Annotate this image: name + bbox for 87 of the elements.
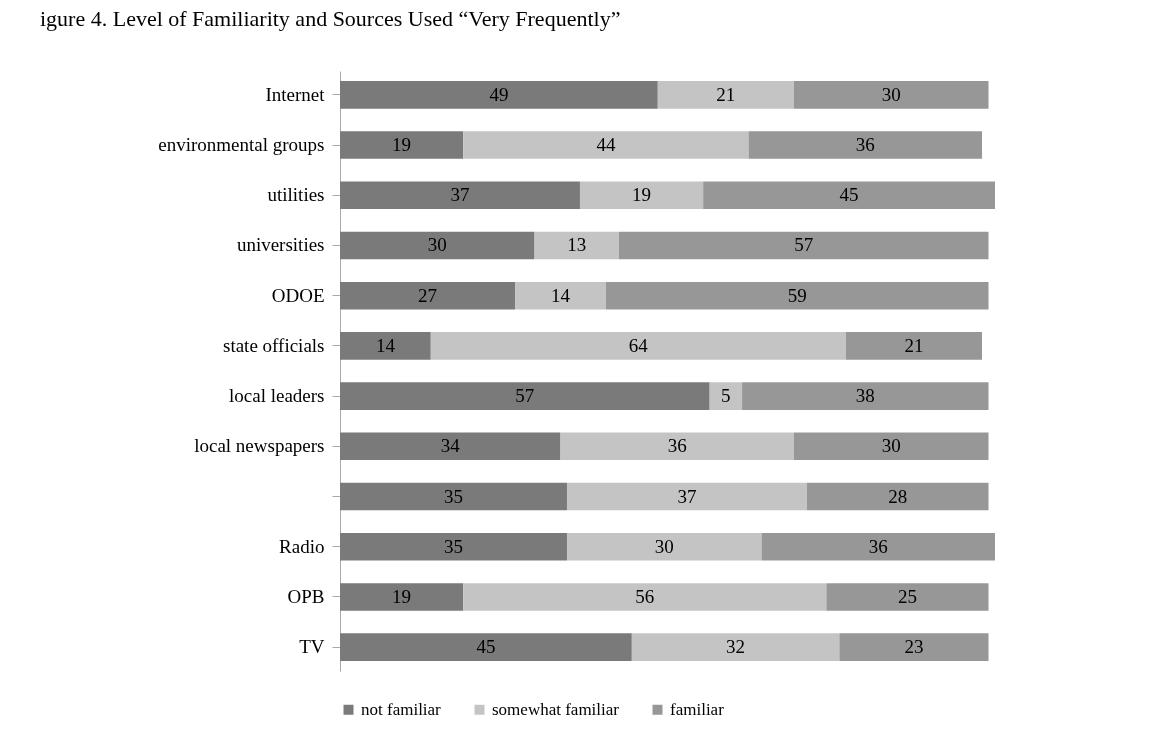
- bar: [566, 482, 807, 511]
- bar: [560, 432, 794, 461]
- bar: [340, 382, 710, 410]
- data-label: 64: [628, 334, 649, 356]
- bar: [340, 131, 464, 159]
- data-label: 32: [726, 636, 746, 658]
- bar: [463, 131, 749, 159]
- data-label: 25: [897, 585, 917, 607]
- data-label: 30: [427, 234, 447, 256]
- bar: [631, 633, 840, 661]
- data-label: 27: [418, 284, 438, 306]
- data-label: 23: [904, 636, 924, 658]
- bar: [793, 432, 989, 461]
- bar: [340, 482, 567, 511]
- data-label: 19: [392, 585, 412, 607]
- data-label: 45: [476, 636, 496, 658]
- y-tick-label: local newspapers: [194, 435, 325, 457]
- y-tick-label: OPB: [287, 585, 325, 607]
- bar: [826, 583, 989, 611]
- bar: [340, 281, 516, 310]
- bar: [430, 332, 846, 360]
- bar: [534, 231, 619, 260]
- legend-label: somewhat familiar: [492, 699, 620, 719]
- bar: [845, 332, 983, 360]
- data-label: 59: [787, 284, 807, 306]
- bar: [839, 633, 989, 661]
- data-label: 34: [440, 435, 461, 457]
- data-label: 21: [716, 83, 736, 105]
- data-label: 44: [596, 134, 616, 156]
- bar: [761, 532, 995, 561]
- data-label: 37: [450, 184, 470, 206]
- data-label: 28: [888, 485, 908, 507]
- legend-label: not familiar: [361, 699, 442, 719]
- bar: [806, 482, 989, 511]
- bar: [463, 583, 827, 611]
- bar: [709, 382, 743, 410]
- y-tick-label: TV: [299, 636, 325, 658]
- data-label: 57: [515, 385, 535, 407]
- y-tick-label: Radio: [279, 535, 325, 557]
- bar: [340, 633, 632, 661]
- data-label: 38: [855, 385, 875, 407]
- bar: [340, 583, 464, 611]
- y-tick-label: ODOE: [271, 284, 325, 306]
- data-label: 14: [375, 334, 396, 356]
- data-label: 37: [677, 485, 697, 507]
- bar: [515, 281, 606, 310]
- bar: [742, 382, 989, 410]
- data-label: 57: [794, 234, 814, 256]
- bar: [340, 332, 431, 360]
- bar: [605, 281, 989, 310]
- bar: [657, 81, 794, 109]
- data-label: 13: [567, 234, 587, 256]
- chart-title: igure 4. Level of Familiarity and Sources Used “Very Frequently”: [40, 6, 621, 31]
- data-label: 14: [551, 284, 571, 306]
- bar: [340, 532, 567, 561]
- data-label: 19: [632, 184, 652, 206]
- bar: [703, 181, 995, 210]
- bar: [340, 432, 561, 461]
- data-label: 45: [839, 184, 859, 206]
- data-label: 36: [667, 435, 687, 457]
- data-label: 56: [635, 585, 655, 607]
- bar: [793, 81, 989, 109]
- data-label: 21: [904, 334, 924, 356]
- y-tick-label: Internet: [265, 83, 326, 105]
- bar: [618, 231, 989, 260]
- bar: [340, 81, 658, 109]
- bar: [340, 181, 580, 210]
- data-label: 49: [489, 83, 509, 105]
- data-label: 36: [868, 535, 888, 557]
- y-tick-label: environmental groups: [158, 134, 325, 156]
- data-label: 30: [881, 435, 901, 457]
- data-label: 35: [443, 485, 463, 507]
- legend-label: familiar: [670, 699, 725, 719]
- y-tick-label: utilities: [267, 184, 325, 206]
- data-label: 36: [855, 134, 875, 156]
- bar: [748, 131, 983, 159]
- data-label: 5: [721, 385, 731, 407]
- data-label: 30: [881, 83, 901, 105]
- y-tick-label: universities: [236, 234, 325, 256]
- data-label: 35: [443, 535, 463, 557]
- bar: [579, 181, 704, 210]
- y-tick-label: local leaders: [229, 385, 325, 407]
- data-label: 30: [654, 535, 674, 557]
- y-tick-label: state officials: [223, 334, 325, 356]
- data-label: 19: [392, 134, 412, 156]
- bar: [566, 532, 762, 561]
- bar: [340, 231, 535, 260]
